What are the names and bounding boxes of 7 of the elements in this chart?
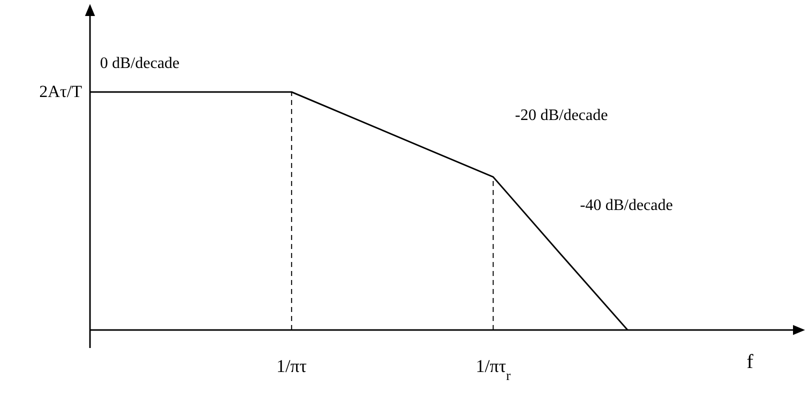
x-axis-title: f xyxy=(746,351,754,373)
x-tick-label: 1/πτ$_{r}$ xyxy=(476,356,512,382)
x-tick-label: 1/πτ xyxy=(276,356,307,376)
annotation: -40 dB/decade xyxy=(580,197,673,214)
text: 0 dB/decade xyxy=(100,55,180,72)
annotation: -20 dB/decade xyxy=(515,107,608,124)
text: 2Aτ/T xyxy=(39,82,83,101)
